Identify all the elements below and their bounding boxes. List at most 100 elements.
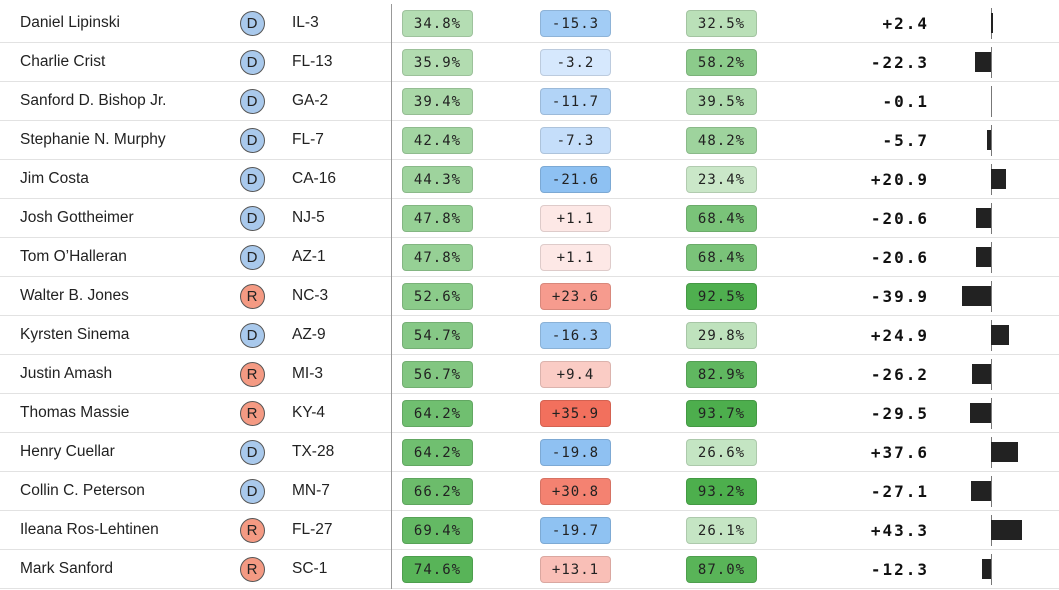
difference-bar <box>991 13 993 33</box>
party-cell: D <box>238 316 266 354</box>
bar-axis <box>991 281 992 312</box>
table-row: Jim Costa D CA-16 44.3% -21.6 23.4% +20.… <box>0 160 1059 199</box>
party-cell: R <box>238 550 266 588</box>
percent-pill-1: 56.7% <box>402 361 473 388</box>
member-name: Henry Cuellar <box>20 443 115 460</box>
party-badge: D <box>239 127 265 153</box>
percent-pill-2: 93.7% <box>686 400 757 427</box>
district-label: KY-4 <box>292 404 326 421</box>
district-label: NC-3 <box>292 287 329 304</box>
party-badge: D <box>239 166 265 192</box>
party-cell: D <box>238 82 266 120</box>
party-badge: D <box>239 439 265 465</box>
percent-pill-1: 44.3% <box>402 166 473 193</box>
member-name: Kyrsten Sinema <box>20 326 130 343</box>
party-cell: D <box>238 160 266 198</box>
percent-pill-2: 92.5% <box>686 283 757 310</box>
margin-pill: -21.6 <box>540 166 611 193</box>
percent-pill-2: 58.2% <box>686 49 757 76</box>
table-row: Sanford D. Bishop Jr. D GA-2 39.4% -11.7… <box>0 82 1059 121</box>
party-badge: D <box>239 49 265 75</box>
difference-bar <box>976 247 991 267</box>
district-label: FL-13 <box>292 53 333 70</box>
column-divider <box>391 238 392 277</box>
table-row: Stephanie N. Murphy D FL-7 42.4% -7.3 48… <box>0 121 1059 160</box>
table-row: Henry Cuellar D TX-28 64.2% -19.8 26.6% … <box>0 433 1059 472</box>
difference-value: +37.6 <box>870 442 929 462</box>
difference-value: -20.6 <box>870 247 929 267</box>
bar-axis <box>991 554 992 585</box>
percent-pill-1: 39.4% <box>402 88 473 115</box>
member-name: Tom O’Halleran <box>20 248 127 265</box>
column-divider <box>391 550 392 589</box>
member-name: Sanford D. Bishop Jr. <box>20 92 167 109</box>
member-name: Thomas Massie <box>20 404 130 421</box>
member-name: Collin C. Peterson <box>20 482 145 499</box>
percent-pill-1: 64.2% <box>402 400 473 427</box>
table-row: Josh Gottheimer D NJ-5 47.8% +1.1 68.4% … <box>0 199 1059 238</box>
party-badge: R <box>239 361 265 387</box>
percent-pill-2: 23.4% <box>686 166 757 193</box>
difference-value: -29.5 <box>870 403 929 423</box>
party-cell: D <box>238 433 266 471</box>
district-label: IL-3 <box>292 14 319 31</box>
party-cell: R <box>238 511 266 549</box>
district-label: CA-16 <box>292 170 336 187</box>
party-badge: R <box>239 517 265 543</box>
difference-value: -39.9 <box>870 286 929 306</box>
party-cell: D <box>238 121 266 159</box>
percent-pill-2: 26.1% <box>686 517 757 544</box>
difference-value: -26.2 <box>870 364 929 384</box>
party-cell: R <box>238 355 266 393</box>
bar-axis <box>991 203 992 234</box>
column-divider <box>391 121 392 160</box>
percent-pill-1: 35.9% <box>402 49 473 76</box>
difference-bar <box>991 169 1007 189</box>
party-badge: D <box>239 205 265 231</box>
party-badge: D <box>239 244 265 270</box>
member-name: Walter B. Jones <box>20 287 129 304</box>
district-label: AZ-1 <box>292 248 326 265</box>
members-table: Daniel Lipinski D IL-3 34.8% -15.3 32.5%… <box>0 4 1059 589</box>
percent-pill-2: 26.6% <box>686 439 757 466</box>
difference-bar <box>972 364 991 384</box>
difference-value: -27.1 <box>870 481 929 501</box>
percent-pill-2: 39.5% <box>686 88 757 115</box>
percent-pill-1: 64.2% <box>402 439 473 466</box>
difference-value: -5.7 <box>882 130 929 150</box>
party-cell: D <box>238 472 266 510</box>
table-row: Ileana Ros-Lehtinen R FL-27 69.4% -19.7 … <box>0 511 1059 550</box>
difference-bar <box>986 130 991 150</box>
margin-pill: +23.6 <box>540 283 611 310</box>
percent-pill-2: 68.4% <box>686 205 757 232</box>
member-name: Justin Amash <box>20 365 113 382</box>
percent-pill-2: 48.2% <box>686 127 757 154</box>
party-badge: D <box>239 88 265 114</box>
district-label: SC-1 <box>292 560 328 577</box>
bar-axis <box>991 47 992 78</box>
party-cell: R <box>238 277 266 315</box>
margin-pill: +35.9 <box>540 400 611 427</box>
margin-pill: -19.8 <box>540 439 611 466</box>
difference-value: +2.4 <box>882 13 929 33</box>
table-row: Tom O’Halleran D AZ-1 47.8% +1.1 68.4% -… <box>0 238 1059 277</box>
bar-axis <box>991 476 992 507</box>
table-row: Justin Amash R MI-3 56.7% +9.4 82.9% -26… <box>0 355 1059 394</box>
table-row: Mark Sanford R SC-1 74.6% +13.1 87.0% -1… <box>0 550 1059 589</box>
bar-axis <box>991 125 992 156</box>
percent-pill-2: 32.5% <box>686 10 757 37</box>
difference-bar <box>962 286 991 306</box>
difference-bar <box>971 481 991 501</box>
column-divider <box>391 4 392 43</box>
table-row: Daniel Lipinski D IL-3 34.8% -15.3 32.5%… <box>0 4 1059 43</box>
column-divider <box>391 82 392 121</box>
percent-pill-1: 34.8% <box>402 10 473 37</box>
bar-axis <box>991 86 992 117</box>
percent-pill-2: 29.8% <box>686 322 757 349</box>
column-divider <box>391 433 392 472</box>
district-label: FL-27 <box>292 521 333 538</box>
percent-pill-2: 68.4% <box>686 244 757 271</box>
district-label: GA-2 <box>292 92 329 109</box>
margin-pill: +1.1 <box>540 205 611 232</box>
percent-pill-1: 74.6% <box>402 556 473 583</box>
